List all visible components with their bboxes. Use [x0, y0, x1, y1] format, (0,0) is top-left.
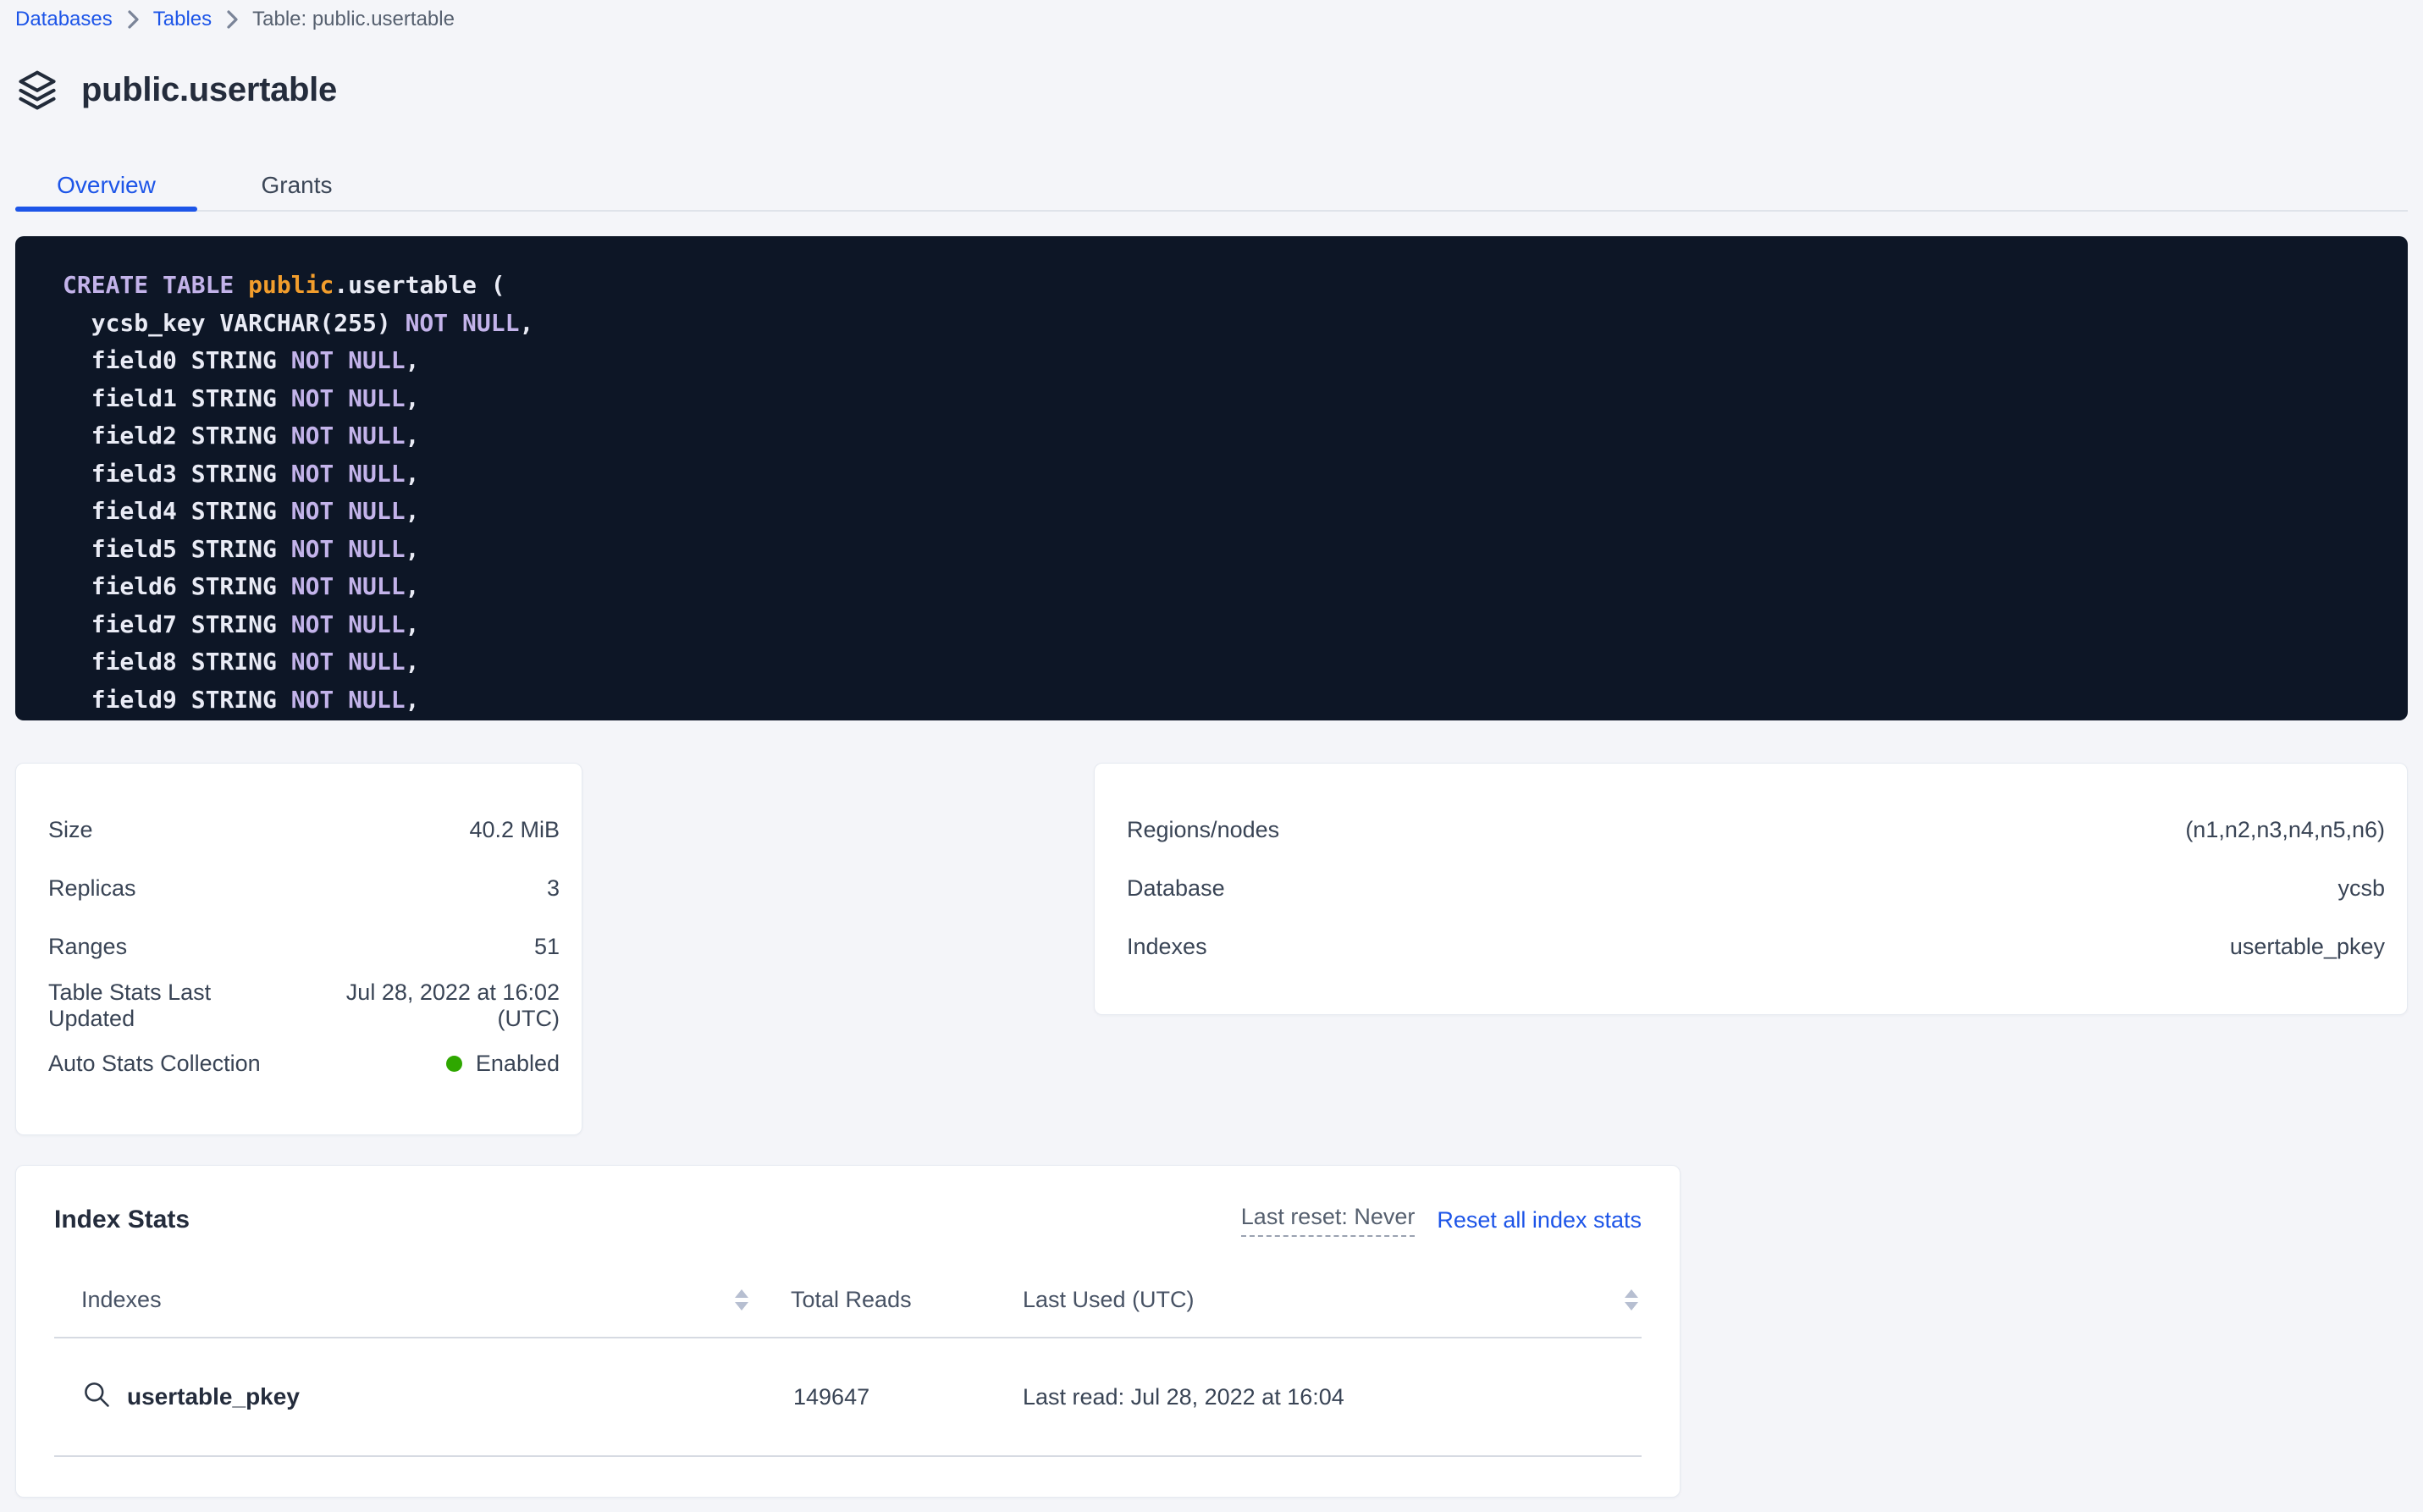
index-name: usertable_pkey — [127, 1383, 300, 1410]
breadcrumb-link-databases[interactable]: Databases — [15, 8, 113, 30]
tab-overview[interactable]: Overview — [15, 168, 197, 212]
code-line: field6 STRING NOT NULL, — [63, 572, 420, 600]
column-header-label: Indexes — [81, 1286, 162, 1312]
code-line: field8 STRING NOT NULL, — [63, 648, 420, 676]
stat-row-auto-stats: Auto Stats Collection Enabled — [48, 1035, 560, 1093]
page-header: public.usertable — [15, 66, 2408, 113]
table-overview-card: Size 40.2 MiB Replicas 3 Ranges 51 Table… — [15, 763, 582, 1135]
breadcrumb-link-tables[interactable]: Tables — [152, 8, 212, 30]
chevron-right-icon — [225, 9, 239, 30]
code-line: CREATE TABLE public.usertable ( — [63, 271, 505, 299]
table-placement-card: Regions/nodes (n1,n2,n3,n4,n5,n6) Databa… — [1094, 763, 2408, 1015]
index-stats-table: Indexes Total Reads Last Used (UTC) — [54, 1262, 1642, 1457]
stat-value: Enabled — [445, 1051, 560, 1077]
stat-row-size: Size 40.2 MiB — [48, 801, 560, 859]
tab-grants[interactable]: Grants — [197, 168, 396, 210]
column-header-label: Last Used (UTC) — [1023, 1286, 1195, 1312]
stat-row-replicas: Replicas 3 — [48, 859, 560, 918]
stat-label: Database — [1127, 875, 1225, 901]
stat-label: Ranges — [48, 934, 128, 959]
code-line: field2 STRING NOT NULL, — [63, 422, 420, 450]
stat-value: 51 — [533, 934, 560, 959]
sort-icon[interactable] — [735, 1289, 748, 1311]
stat-label: Table Stats Last Updated — [48, 979, 212, 1031]
stat-value: 40.2 MiB — [469, 817, 560, 842]
column-header-total-reads[interactable]: Total Reads — [764, 1287, 996, 1313]
stat-value: 3 — [546, 875, 560, 901]
stat-value: ycsb — [2337, 875, 2385, 901]
code-line: field5 STRING NOT NULL, — [63, 534, 420, 563]
tab-bar: Overview Grants — [15, 168, 2408, 212]
code-line: field0 STRING NOT NULL, — [63, 346, 420, 374]
tab-grants-label: Grants — [261, 172, 333, 198]
breadcrumb-current: Table: public.usertable — [252, 8, 455, 30]
stat-label: Size — [48, 817, 93, 842]
tab-overview-label: Overview — [57, 172, 156, 198]
last-reset-tooltip-trigger[interactable]: Last reset: Never — [1240, 1204, 1416, 1237]
magnifier-icon — [81, 1379, 112, 1415]
stat-row-database: Database ycsb — [1127, 859, 2385, 918]
breadcrumb: Databases Tables Table: public.usertable — [15, 0, 2408, 32]
index-stats-reset-controls: Last reset: Never Reset all index stats — [1240, 1204, 1642, 1237]
index-stats-table-header: Indexes Total Reads Last Used (UTC) — [54, 1262, 1642, 1338]
table-row: usertable_pkey 149647 Last read: Jul 28,… — [54, 1338, 1642, 1457]
stat-row-stats-updated: Table Stats Last Updated Jul 28, 2022 at… — [48, 976, 560, 1035]
create-statement-code[interactable]: CREATE TABLE public.usertable ( ycsb_key… — [15, 236, 2408, 720]
index-name-cell[interactable]: usertable_pkey — [54, 1379, 764, 1415]
stat-value: (n1,n2,n3,n4,n5,n6) — [2185, 817, 2385, 842]
page-title: public.usertable — [81, 70, 337, 108]
reset-all-index-stats-link[interactable]: Reset all index stats — [1437, 1206, 1642, 1233]
column-header-indexes[interactable]: Indexes — [54, 1287, 764, 1313]
stat-label: Replicas — [48, 875, 136, 901]
code-line: field1 STRING NOT NULL, — [63, 384, 420, 412]
column-header-last-used[interactable]: Last Used (UTC) — [996, 1287, 1642, 1313]
stat-value: usertable_pkey — [2229, 934, 2385, 959]
stat-row-regions: Regions/nodes (n1,n2,n3,n4,n5,n6) — [1127, 801, 2385, 859]
stat-row-indexes: Indexes usertable_pkey — [1127, 918, 2385, 976]
total-reads-value: 149647 — [793, 1383, 870, 1410]
summary-cards-row: Size 40.2 MiB Replicas 3 Ranges 51 Table… — [15, 763, 2408, 1135]
code-line: ycsb_key VARCHAR(255) NOT NULL, — [63, 308, 534, 337]
stat-label: Auto Stats Collection — [48, 1051, 261, 1076]
stat-row-ranges: Ranges 51 — [48, 918, 560, 976]
column-header-label: Total Reads — [791, 1286, 912, 1312]
stat-label: Regions/nodes — [1127, 817, 1280, 842]
stat-label: Indexes — [1127, 934, 1207, 959]
code-line: field9 STRING NOT NULL, — [63, 685, 420, 714]
index-stats-header: Index Stats Last reset: Never Reset all … — [54, 1201, 1642, 1239]
code-line: field7 STRING NOT NULL, — [63, 610, 420, 638]
index-stats-card: Index Stats Last reset: Never Reset all … — [15, 1165, 1681, 1498]
last-used-value: Last read: Jul 28, 2022 at 16:04 — [1023, 1383, 1344, 1410]
last-used-cell: Last read: Jul 28, 2022 at 16:04 — [996, 1384, 1642, 1410]
sort-icon[interactable] — [1625, 1289, 1638, 1311]
status-text: Enabled — [475, 1051, 560, 1076]
stat-value: Jul 28, 2022 at 16:02 (UTC) — [345, 979, 560, 1031]
status-dot-enabled — [445, 1056, 462, 1072]
layers-stack-icon — [15, 68, 59, 112]
chevron-right-icon — [126, 9, 140, 30]
code-line: field3 STRING NOT NULL, — [63, 459, 420, 488]
code-line: field4 STRING NOT NULL, — [63, 497, 420, 525]
index-stats-title: Index Stats — [54, 1206, 190, 1233]
active-tab-indicator — [15, 207, 197, 212]
total-reads-cell: 149647 — [764, 1384, 996, 1410]
